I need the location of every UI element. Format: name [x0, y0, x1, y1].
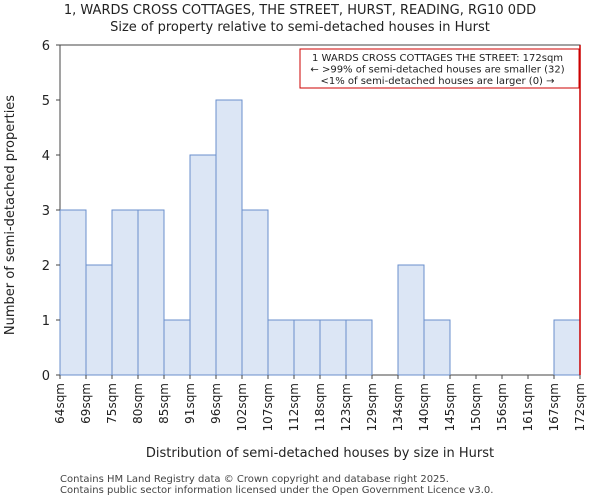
- x-tick-label: 123sqm: [339, 383, 353, 431]
- annotation-text: ← >99% of semi-detached houses are small…: [310, 65, 564, 76]
- y-tick-label: 0: [42, 369, 50, 384]
- histogram-bar: [553, 319, 581, 376]
- histogram-bar: [85, 264, 113, 376]
- histogram-bar: [267, 319, 295, 376]
- x-tick-label: 112sqm: [287, 383, 301, 431]
- annotation-text: <1% of semi-detached houses are larger (…: [320, 76, 554, 87]
- y-tick-label: 2: [42, 259, 50, 274]
- x-tick-label: 172sqm: [573, 383, 587, 431]
- histogram-bar: [345, 319, 373, 376]
- y-tick-label: 1: [42, 314, 50, 329]
- x-tick-label: 161sqm: [521, 383, 535, 431]
- x-tick-label: 69sqm: [79, 383, 93, 424]
- y-tick-label: 6: [42, 39, 50, 54]
- annotation-text: 1 WARDS CROSS COTTAGES THE STREET: 172sq…: [312, 53, 563, 64]
- x-tick-label: 129sqm: [365, 383, 379, 431]
- y-tick-label: 3: [42, 204, 50, 219]
- histogram-bar: [241, 209, 269, 376]
- x-tick-label: 91sqm: [183, 383, 197, 424]
- histogram-bar: [423, 319, 451, 376]
- histogram-bar: [215, 99, 243, 376]
- histogram-bar: [137, 209, 165, 376]
- histogram-bar: [111, 209, 139, 376]
- y-tick-label: 4: [42, 149, 50, 164]
- histogram-bar: [59, 209, 87, 376]
- histogram-bar: [319, 319, 347, 376]
- x-tick-label: 140sqm: [417, 383, 431, 431]
- annotation-box: [299, 48, 580, 89]
- x-tick-label: 80sqm: [131, 383, 145, 424]
- footer-licence: Contains public sector information licen…: [60, 485, 494, 496]
- x-tick-label: 150sqm: [469, 383, 483, 431]
- x-tick-label: 134sqm: [391, 383, 405, 431]
- x-tick-label: 96sqm: [209, 383, 223, 424]
- histogram-bar: [189, 154, 217, 376]
- histogram-bar: [397, 264, 425, 376]
- x-tick-label: 75sqm: [105, 383, 119, 424]
- histogram-bar: [293, 319, 321, 376]
- y-tick-label: 5: [42, 94, 50, 109]
- x-tick-label: 85sqm: [157, 383, 171, 424]
- x-tick-label: 64sqm: [53, 383, 67, 424]
- x-tick-label: 102sqm: [235, 383, 249, 431]
- x-tick-label: 118sqm: [313, 383, 327, 431]
- x-tick-label: 107sqm: [261, 383, 275, 431]
- x-tick-label: 145sqm: [443, 383, 457, 431]
- chart-title: 1, WARDS CROSS COTTAGES, THE STREET, HUR…: [63, 3, 537, 18]
- histogram-bar: [163, 319, 191, 376]
- footer-copyright: Contains HM Land Registry data © Crown c…: [60, 474, 449, 485]
- chart-subtitle: Size of property relative to semi-detach…: [110, 20, 490, 35]
- x-tick-label: 167sqm: [547, 383, 561, 431]
- x-tick-label: 156sqm: [495, 383, 509, 431]
- x-axis-label: Distribution of semi-detached houses by …: [146, 446, 494, 461]
- y-axis-label: Number of semi-detached properties: [3, 95, 18, 335]
